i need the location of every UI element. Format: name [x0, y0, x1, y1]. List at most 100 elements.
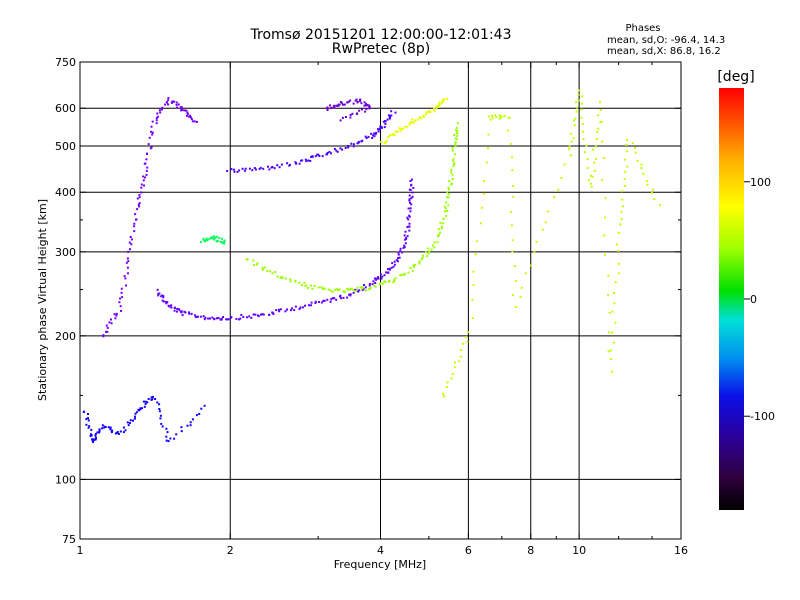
echo-point	[393, 280, 396, 283]
echo-point	[337, 289, 340, 292]
echo-point	[442, 392, 445, 395]
echo-point	[598, 101, 601, 104]
echo-point	[387, 268, 389, 271]
echo-point	[177, 103, 180, 106]
echo-point	[409, 210, 412, 213]
echo-point	[437, 105, 440, 108]
echo-point	[157, 294, 160, 297]
echo-point	[133, 230, 136, 233]
echo-point	[399, 250, 402, 253]
echo-point	[375, 278, 378, 281]
echo-point	[365, 108, 368, 111]
echo-point	[617, 272, 620, 275]
echo-point	[146, 152, 148, 155]
x-axis-ticks: 1 2 4 6 8 10 16	[77, 62, 688, 557]
echo-point	[335, 298, 338, 301]
echo-point	[110, 318, 112, 321]
echo-point	[175, 103, 178, 106]
echo-point	[356, 286, 359, 289]
echo-point	[333, 106, 336, 109]
echo-point	[389, 115, 391, 118]
echo-point	[345, 116, 347, 118]
echo-point	[132, 419, 134, 422]
echo-point	[333, 148, 336, 150]
echo-point	[373, 132, 376, 135]
echo-point	[352, 102, 355, 105]
echo-point	[399, 247, 402, 250]
echo-point	[165, 427, 168, 430]
echo-point	[183, 310, 186, 313]
chart-title: Tromsø 20151201 12:00:00-12:01:43 RwPret…	[250, 27, 512, 57]
echo-point	[227, 318, 230, 321]
echo-point	[589, 174, 592, 177]
echo-point	[165, 302, 168, 305]
echo-point	[261, 313, 264, 316]
echo-point	[392, 133, 394, 136]
echo-point	[433, 246, 436, 249]
echo-point	[140, 186, 143, 189]
echo-point	[451, 173, 454, 176]
echo-point	[453, 134, 456, 136]
echo-point	[215, 240, 218, 243]
echo-point	[475, 240, 478, 243]
echo-point	[409, 267, 412, 270]
echo-point	[447, 196, 450, 199]
echo-point	[214, 236, 217, 239]
colorbar-tick-label: -100	[750, 410, 775, 423]
echo-point	[260, 313, 262, 316]
echo-point	[420, 117, 423, 120]
echo-point	[173, 437, 176, 440]
echo-point	[277, 308, 280, 311]
echo-point	[634, 151, 637, 154]
echo-point	[147, 143, 150, 146]
echo-point	[422, 254, 425, 257]
echo-point	[200, 407, 203, 410]
echo-point	[188, 311, 190, 314]
echo-point	[127, 272, 129, 275]
echo-point	[530, 264, 532, 267]
echo-point	[254, 168, 257, 171]
echo-point	[142, 175, 145, 178]
echo-point	[591, 175, 594, 178]
echo-point	[304, 158, 307, 161]
echo-point	[363, 104, 366, 107]
echo-point	[390, 114, 393, 117]
echo-point	[408, 123, 411, 126]
echo-point	[568, 145, 571, 148]
echo-point	[190, 118, 193, 121]
echo-point	[590, 185, 593, 188]
echo-point	[354, 288, 357, 291]
echo-point	[259, 166, 262, 169]
echo-point	[587, 179, 590, 182]
echo-point	[301, 306, 304, 309]
echo-point	[585, 144, 588, 147]
echo-point	[611, 331, 614, 334]
echo-point	[570, 132, 573, 135]
echo-point	[207, 317, 210, 320]
x-tick-label: 2	[227, 544, 234, 557]
echo-point	[186, 424, 189, 427]
echo-point	[138, 202, 141, 205]
echo-point	[495, 115, 498, 118]
echo-point	[600, 120, 603, 123]
echo-point	[396, 260, 399, 263]
echo-point	[411, 269, 414, 272]
y-tick-label: 100	[55, 473, 76, 486]
echo-point	[383, 280, 386, 283]
echo-point	[369, 286, 372, 289]
echo-point	[136, 208, 139, 211]
echo-point	[350, 142, 353, 145]
echo-point	[581, 123, 584, 126]
echo-point	[253, 167, 256, 169]
echo-point	[211, 237, 213, 240]
chart-title-line1: Tromsø 20151201 12:00:00-12:01:43	[250, 27, 512, 43]
echo-point	[450, 171, 452, 174]
echo-point	[342, 290, 345, 293]
echo-point	[386, 118, 389, 121]
echo-point	[387, 271, 390, 274]
echo-point	[397, 253, 400, 256]
echo-point	[487, 115, 490, 118]
echo-point	[318, 301, 320, 303]
echo-point	[348, 293, 351, 296]
echo-point	[274, 271, 277, 273]
